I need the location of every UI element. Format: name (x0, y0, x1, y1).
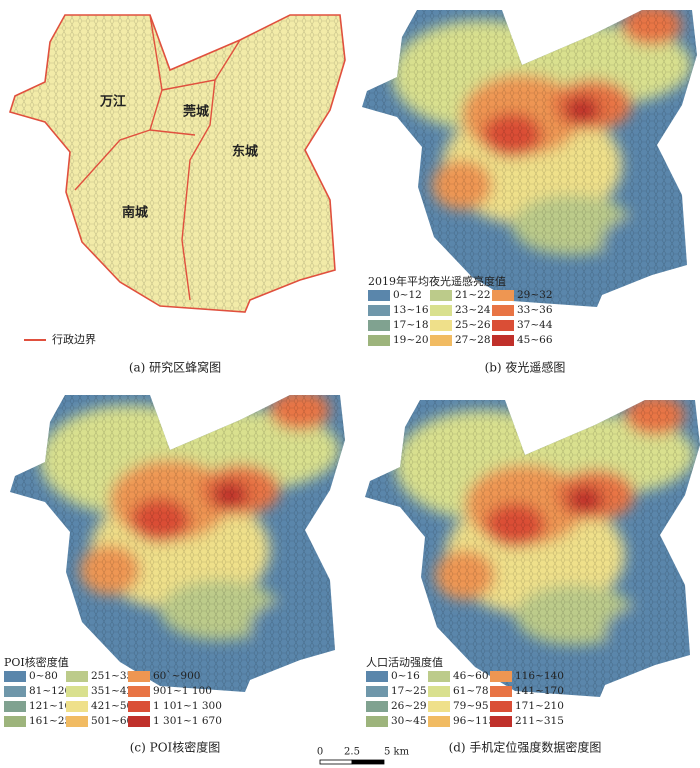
legend-label: 45~66 (517, 334, 553, 346)
legend-swatch (428, 686, 450, 697)
legend-label: 121~160 (29, 700, 78, 712)
legend-label: 0~12 (393, 289, 422, 301)
legend-label: 141~170 (515, 685, 564, 697)
legend-swatch (128, 701, 150, 712)
legend-swatch (430, 290, 452, 301)
legend-label: 0~16 (391, 670, 420, 682)
legend-label: 1 301~1 670 (153, 715, 222, 727)
legend-swatch (368, 305, 390, 316)
legend-swatch (128, 671, 150, 682)
map-a: 万江 莞城 东城 南城 (9, 14, 346, 313)
legend-label: 60`~900 (153, 670, 200, 682)
legend-swatch (4, 671, 26, 682)
legend-swatch (428, 701, 450, 712)
legend-label: 171~210 (515, 700, 564, 712)
legend-label: 17~25 (391, 685, 427, 697)
legend-swatch (66, 701, 88, 712)
legend-swatch (4, 686, 26, 697)
district-label: 南城 (122, 205, 148, 221)
legend-label: 33~36 (517, 304, 553, 316)
legend-label: 21~22 (455, 289, 491, 301)
legend-label: 161~250 (29, 715, 78, 727)
legend-label: 37~44 (517, 319, 553, 331)
legend-label: 251~350 (91, 670, 140, 682)
legend-swatch (128, 716, 150, 727)
legend-label: 61~78 (453, 685, 489, 697)
legend-swatch (128, 686, 150, 697)
legend-swatch (368, 320, 390, 331)
legend-swatch (492, 320, 514, 331)
legend-label: 23~24 (455, 304, 491, 316)
legend-swatch (4, 716, 26, 727)
district-label: 万江 (99, 94, 126, 110)
legend-swatch (490, 686, 512, 697)
legend-label: 25~26 (455, 319, 491, 331)
legend-swatch (366, 701, 388, 712)
district-label: 东城 (232, 144, 258, 160)
legend-label: 46~60 (453, 670, 489, 682)
scale-segment (351, 759, 385, 765)
caption: (c) POI核密度图 (130, 740, 221, 755)
legend-swatch (490, 701, 512, 712)
legend-label: 1 101~1 300 (153, 700, 222, 712)
legend-label: 13~16 (393, 304, 429, 316)
legend-title: POI核密度值 (4, 655, 69, 669)
legend-label: 96~115 (453, 715, 495, 727)
legend-swatch (492, 305, 514, 316)
legend-swatch (368, 335, 390, 346)
legend-label: 501~600 (91, 715, 140, 727)
district-boundary (74, 14, 241, 301)
scale-label: 5 km (384, 747, 410, 758)
legend-swatch (430, 335, 452, 346)
legend-title: 人口活动强度值 (366, 655, 443, 669)
legend-label: 17~18 (393, 319, 429, 331)
scale-bar: 0 2.5 5 km (317, 747, 410, 765)
legend-label: 211~315 (515, 715, 564, 727)
district-label: 莞城 (183, 104, 209, 120)
legend-swatch (366, 671, 388, 682)
hex-grid (10, 15, 345, 312)
legend-swatch (66, 671, 88, 682)
legend-swatch (366, 716, 388, 727)
legend-label: 81~120 (29, 685, 71, 697)
legend-title: 2019年平均夜光遥感亮度值 (368, 274, 506, 288)
legend-swatch (4, 701, 26, 712)
legend-label: 0~80 (29, 670, 58, 682)
legend-swatch (366, 686, 388, 697)
legend-label: 行政边界 (52, 332, 96, 346)
scale-segment (319, 759, 353, 765)
legend-swatch (430, 305, 452, 316)
legend-label: 26~29 (391, 700, 427, 712)
legend-swatch (492, 335, 514, 346)
legend-label: 29~32 (517, 289, 553, 301)
legend-label: 901~1 100 (153, 685, 212, 697)
legend-label: 30~45 (391, 715, 427, 727)
legend-swatch (428, 716, 450, 727)
scale-label: 0 (317, 747, 323, 758)
legend-swatch (490, 671, 512, 682)
legend-swatch (430, 320, 452, 331)
scale-label: 2.5 (344, 747, 360, 758)
legend-label: 19~20 (393, 334, 429, 346)
caption: (b) 夜光遥感图 (485, 360, 566, 375)
caption: (d) 手机定位强度数据密度图 (449, 740, 602, 755)
caption: (a) 研究区蜂窝图 (129, 360, 221, 375)
legend-label: 421~500 (91, 700, 140, 712)
legend-label: 79~95 (453, 700, 489, 712)
legend-label: 351~420 (91, 685, 140, 697)
legend-swatch (66, 686, 88, 697)
legend-label: 27~28 (455, 334, 491, 346)
legend-label: 116~140 (515, 670, 564, 682)
map-b (352, 0, 700, 315)
legend-swatch (428, 671, 450, 682)
legend-swatch (66, 716, 88, 727)
legend-swatch (492, 290, 514, 301)
legend-swatch (490, 716, 512, 727)
map-c (0, 380, 350, 700)
legend-swatch (368, 290, 390, 301)
